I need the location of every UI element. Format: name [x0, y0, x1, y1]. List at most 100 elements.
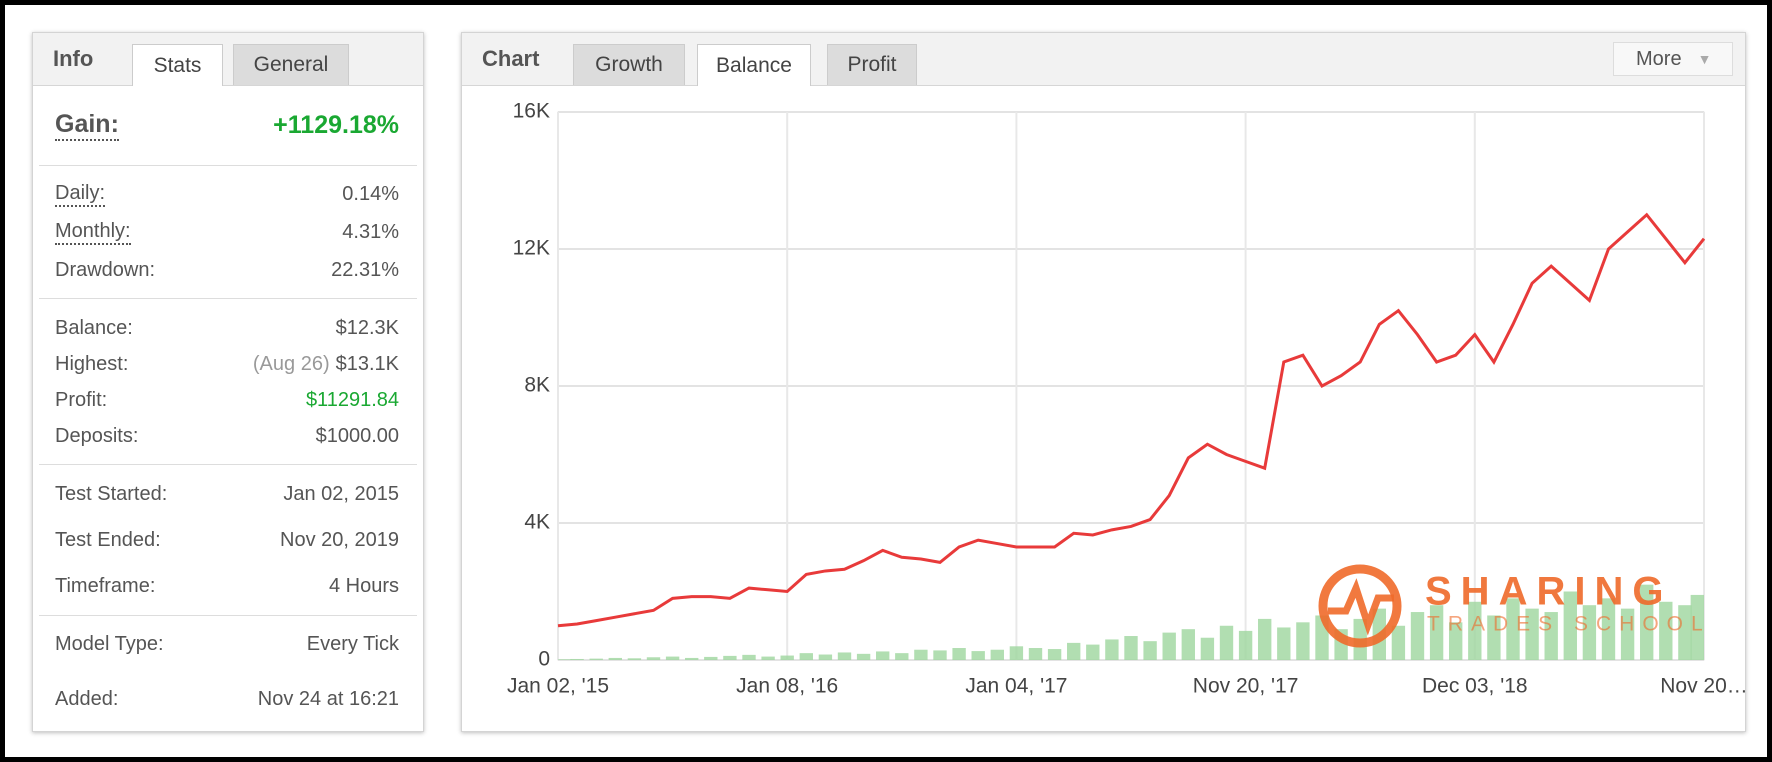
volume-bar [685, 657, 699, 660]
volume-bar [570, 658, 584, 660]
volume-bar [608, 657, 622, 660]
stat-label: Added: [55, 687, 119, 710]
volume-bar [558, 659, 572, 660]
volume-bar [761, 656, 775, 660]
volume-bar [1582, 605, 1597, 660]
volume-bar [1429, 605, 1444, 660]
volume-bar [1640, 584, 1654, 660]
chart-heading: Chart [482, 46, 540, 71]
volume-bar [1200, 637, 1215, 660]
stat-value: 4 Hours [328, 574, 399, 597]
watermark-subtext: TRADES SCHOOL [1427, 613, 1711, 636]
volume-bar [1678, 605, 1692, 660]
volume-bar [704, 656, 718, 660]
tab-balance[interactable]: Balance [697, 44, 811, 86]
volume-bar [876, 651, 890, 660]
stat-value: 22.31% [331, 258, 399, 281]
volume-bar [933, 650, 947, 660]
volume-bar [1487, 615, 1501, 660]
stat-value-wrap: Nov 20, 2019 [280, 529, 399, 552]
x-tick-label: Dec 03, '18 [1422, 675, 1528, 698]
tab-bar: Chart Growth Balance Profit More ▼ [462, 33, 1745, 86]
volume-bar [1143, 641, 1157, 660]
stat-value-wrap: Jan 02, 2015 [283, 483, 399, 506]
volume-bar [1277, 627, 1291, 660]
stat-value-wrap: Nov 24 at 16:21 [258, 688, 399, 711]
volume-bar [1506, 598, 1520, 660]
more-button[interactable]: More ▼ [1613, 42, 1733, 76]
x-tick-label: Jan 04, '17 [965, 675, 1067, 698]
separator [39, 464, 417, 465]
separator [39, 298, 417, 299]
stat-row: Test Started: Jan 02, 2015 [55, 480, 399, 508]
stat-value-wrap: +1129.18% [273, 111, 399, 140]
stat-row: Model Type: Every Tick [55, 630, 399, 658]
stat-label: Deposits: [55, 424, 139, 447]
stat-label: Model Type: [55, 632, 164, 655]
stat-value-wrap: Every Tick [307, 633, 399, 656]
volume-bar [1563, 591, 1577, 660]
tab-info[interactable]: Info [53, 46, 94, 71]
stat-value-wrap: 4 Hours [329, 575, 399, 598]
volume-bar [1544, 612, 1558, 660]
stat-label: Gain: [55, 110, 119, 141]
stat-value: $12.3K [335, 316, 399, 339]
watermark-text: SHARING [1425, 570, 1672, 614]
separator [39, 615, 417, 616]
volume-bar [1162, 632, 1176, 660]
stat-row: Monthly: 4.31% [55, 218, 399, 246]
tab-stats[interactable]: Stats [132, 44, 223, 86]
volume-bar [1659, 601, 1673, 660]
volume-bar [895, 653, 909, 660]
volume-bar [1028, 648, 1043, 660]
more-label[interactable]: More [1636, 47, 1682, 70]
volume-bar [589, 658, 603, 660]
volume-bar [1124, 636, 1138, 660]
volume-bar [856, 653, 871, 660]
stat-value-wrap: 22.31% [331, 259, 399, 282]
y-tick-label: 8K [524, 374, 550, 397]
stat-row: Daily: 0.14% [55, 180, 399, 208]
stat-row: Gain: +1129.18% [55, 110, 399, 141]
volume-bar [1067, 642, 1081, 660]
stat-label: Daily: [55, 182, 106, 207]
tab-general[interactable]: General [233, 44, 349, 85]
chart-panel: Chart Growth Balance Profit More ▼ 0 4K 8K 1… [461, 32, 1746, 732]
volume-bar [990, 649, 1004, 660]
stat-row: Deposits: $1000.00 [55, 422, 399, 450]
stat-value-wrap: $12.3K [336, 317, 399, 340]
stat-value-wrap: 4.31% [342, 221, 399, 244]
volume-bar [1086, 644, 1100, 660]
stat-row: Timeframe: 4 Hours [55, 572, 399, 600]
volume-bar [742, 654, 756, 660]
stat-value-wrap: $1000.00 [316, 425, 399, 448]
tab-growth[interactable]: Growth [573, 44, 685, 85]
stat-row: Profit: $11291.84 [55, 386, 399, 414]
volume-bar [723, 655, 737, 660]
chart: 0 4K 8K 12K 16K Jan 02, '15 Jan 08, '16 Jan 04,… [507, 100, 1745, 698]
tab-profit[interactable]: Profit [827, 44, 917, 85]
stat-row: Highest: (Aug 26) $13.1K [55, 350, 399, 378]
volume-bar [1468, 601, 1482, 660]
stat-label: Test Ended: [55, 528, 161, 551]
volume-bar [1620, 608, 1635, 660]
volume-bar [1449, 622, 1463, 660]
watermark-logo [1318, 564, 1402, 648]
stat-label: Highest: [55, 352, 129, 375]
balance-line [557, 212, 1706, 628]
volume-bar [1410, 612, 1425, 660]
stat-value: Every Tick [306, 632, 399, 655]
stat-label: Timeframe: [55, 574, 156, 597]
stat-value: $11291.84 [305, 388, 399, 411]
volume-bar [1690, 594, 1704, 660]
volume-bar [627, 658, 642, 660]
x-tick-label: Jan 08, '16 [736, 675, 838, 698]
volume-bar [1009, 646, 1024, 660]
stat-label: Balance: [55, 316, 133, 339]
volume-bar [971, 651, 985, 660]
stat-value: Jan 02, 2015 [283, 482, 399, 505]
stat-label: Monthly: [55, 220, 131, 245]
stat-value: Nov 20, 2019 [280, 528, 399, 551]
volume-bar [914, 649, 928, 660]
